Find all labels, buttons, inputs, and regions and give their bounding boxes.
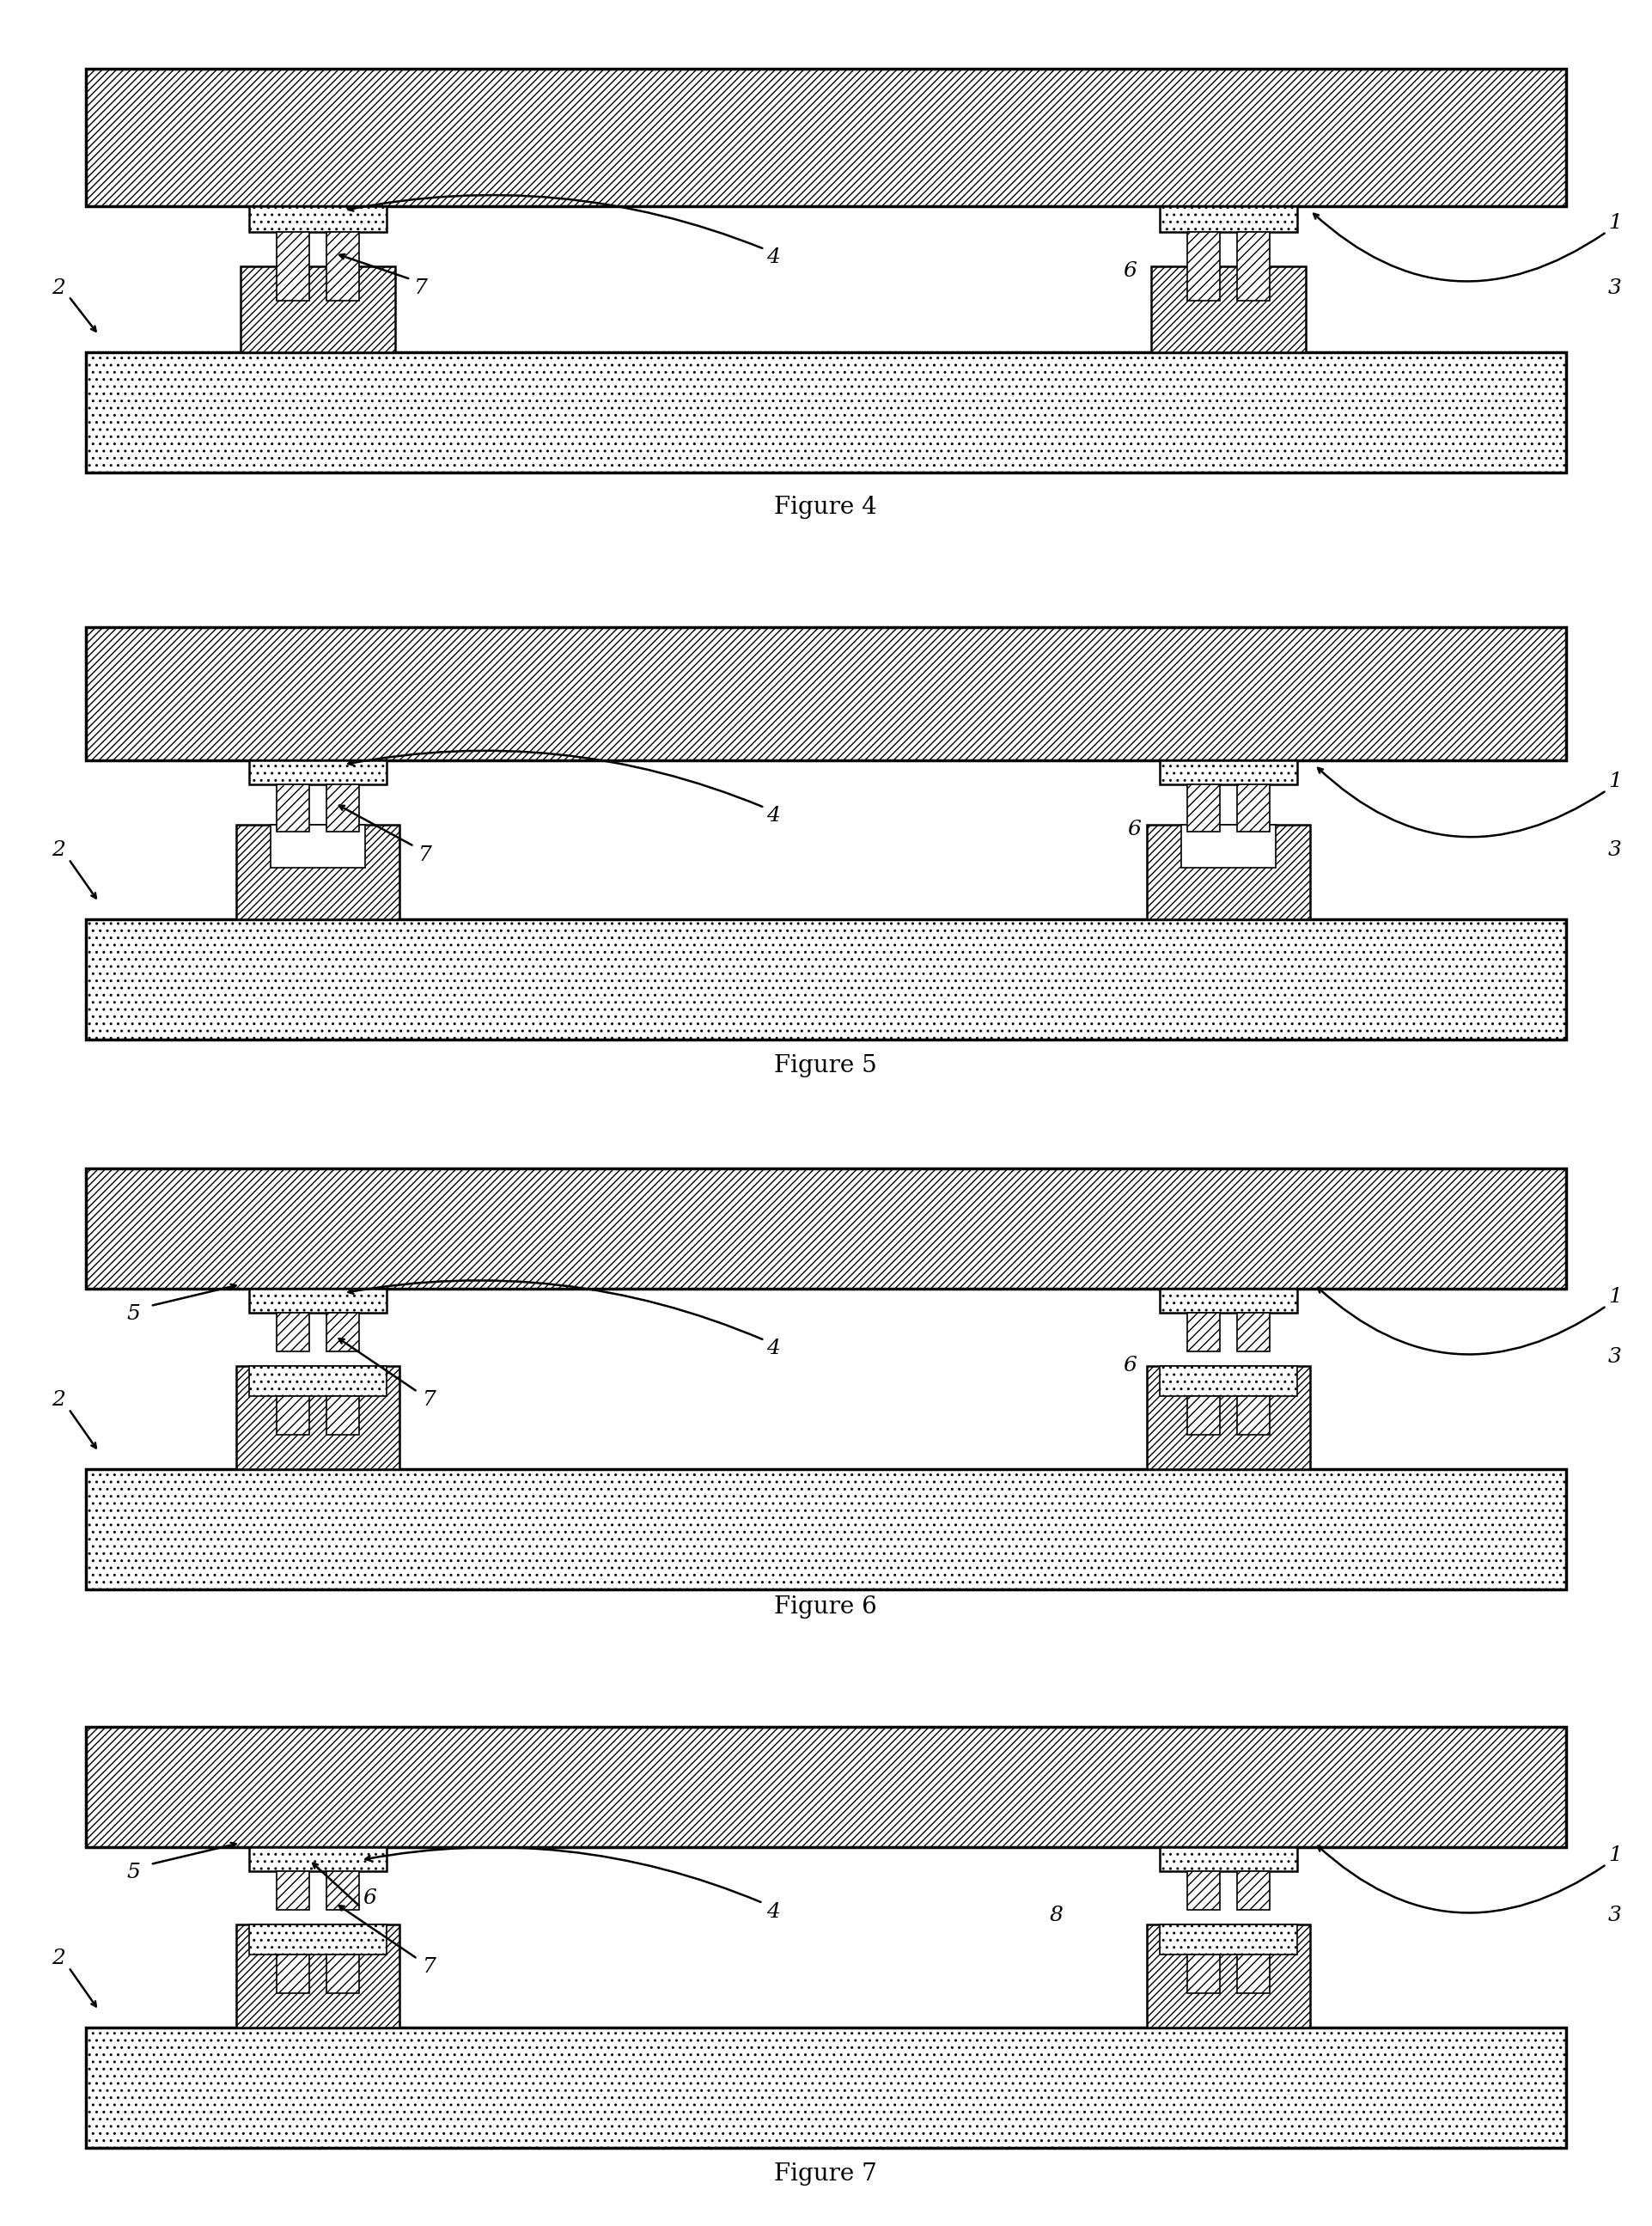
Bar	[86, 1469, 1566, 1589]
Bar	[1237, 1313, 1270, 1351]
Bar	[327, 1954, 358, 1992]
Text: 4: 4	[767, 1901, 780, 1921]
Bar	[327, 784, 358, 833]
Text: 7: 7	[423, 1391, 436, 1411]
Bar	[276, 1396, 309, 1436]
Text: 1: 1	[1609, 1845, 1622, 1865]
Bar	[1151, 267, 1305, 352]
Bar	[1146, 826, 1310, 919]
Bar	[236, 1925, 400, 2028]
Bar	[86, 628, 1566, 761]
Text: 1: 1	[1609, 772, 1622, 792]
Text: 4: 4	[767, 1340, 780, 1358]
Bar	[327, 1396, 358, 1436]
Bar	[249, 1289, 387, 1313]
Bar	[1160, 761, 1297, 784]
Bar	[1237, 784, 1270, 833]
Text: 6: 6	[362, 1890, 377, 1908]
Text: 2: 2	[51, 1391, 64, 1411]
Bar	[276, 784, 309, 833]
Text: 6: 6	[1123, 260, 1137, 280]
Bar	[86, 919, 1566, 1040]
Bar	[249, 1848, 387, 1872]
Text: 7: 7	[418, 846, 433, 864]
Bar	[1188, 1396, 1219, 1436]
Bar	[1188, 1872, 1219, 1910]
Text: 2: 2	[51, 1950, 64, 1968]
Text: 3: 3	[1609, 1905, 1622, 1925]
Text: 1: 1	[1609, 1287, 1622, 1307]
Bar	[249, 207, 387, 232]
Bar	[276, 232, 309, 301]
Text: 2: 2	[51, 278, 64, 298]
Text: 1: 1	[1609, 214, 1622, 234]
Text: 2: 2	[51, 841, 64, 861]
Bar	[1146, 1367, 1310, 1469]
Text: Figure 4: Figure 4	[775, 496, 877, 519]
Bar	[327, 1872, 358, 1910]
Bar	[1181, 826, 1275, 868]
Bar	[86, 1169, 1566, 1289]
Bar	[249, 761, 387, 784]
Bar	[1188, 1954, 1219, 1992]
Text: 7: 7	[423, 1957, 436, 1977]
Text: 8: 8	[1049, 1905, 1064, 1925]
Bar	[276, 1313, 309, 1351]
Bar	[276, 1954, 309, 1992]
Bar	[1237, 232, 1270, 301]
Bar	[327, 232, 358, 301]
Bar	[86, 69, 1566, 207]
Bar	[241, 267, 395, 352]
Text: 5: 5	[126, 1863, 140, 1883]
Text: 4: 4	[767, 806, 780, 826]
Bar	[1237, 1872, 1270, 1910]
Bar	[249, 1367, 387, 1396]
Bar	[86, 1727, 1566, 1848]
Bar	[1160, 1367, 1297, 1396]
Bar	[236, 1367, 400, 1469]
Text: 3: 3	[1609, 841, 1622, 861]
Text: 6: 6	[1127, 819, 1142, 839]
Bar	[249, 1925, 387, 1954]
Bar	[86, 352, 1566, 472]
Text: 3: 3	[1609, 278, 1622, 298]
Bar	[1160, 207, 1297, 232]
Bar	[1160, 1848, 1297, 1872]
Bar	[327, 1313, 358, 1351]
Bar	[1237, 1954, 1270, 1992]
Bar	[1188, 1313, 1219, 1351]
Text: 5: 5	[126, 1304, 140, 1324]
Bar	[236, 826, 400, 919]
Bar	[1160, 1289, 1297, 1313]
Bar	[1160, 1925, 1297, 1954]
Bar	[1188, 232, 1219, 301]
Bar	[1188, 784, 1219, 833]
Bar	[86, 2028, 1566, 2148]
Bar	[271, 826, 365, 868]
Text: 4: 4	[767, 247, 780, 267]
Text: Figure 7: Figure 7	[775, 2161, 877, 2186]
Text: 6: 6	[1123, 1356, 1137, 1376]
Bar	[1237, 1396, 1270, 1436]
Text: 3: 3	[1609, 1347, 1622, 1367]
Bar	[1146, 1925, 1310, 2028]
Text: Figure 5: Figure 5	[775, 1053, 877, 1077]
Bar	[276, 1872, 309, 1910]
Text: 7: 7	[415, 278, 428, 298]
Text: Figure 6: Figure 6	[775, 1596, 877, 1618]
